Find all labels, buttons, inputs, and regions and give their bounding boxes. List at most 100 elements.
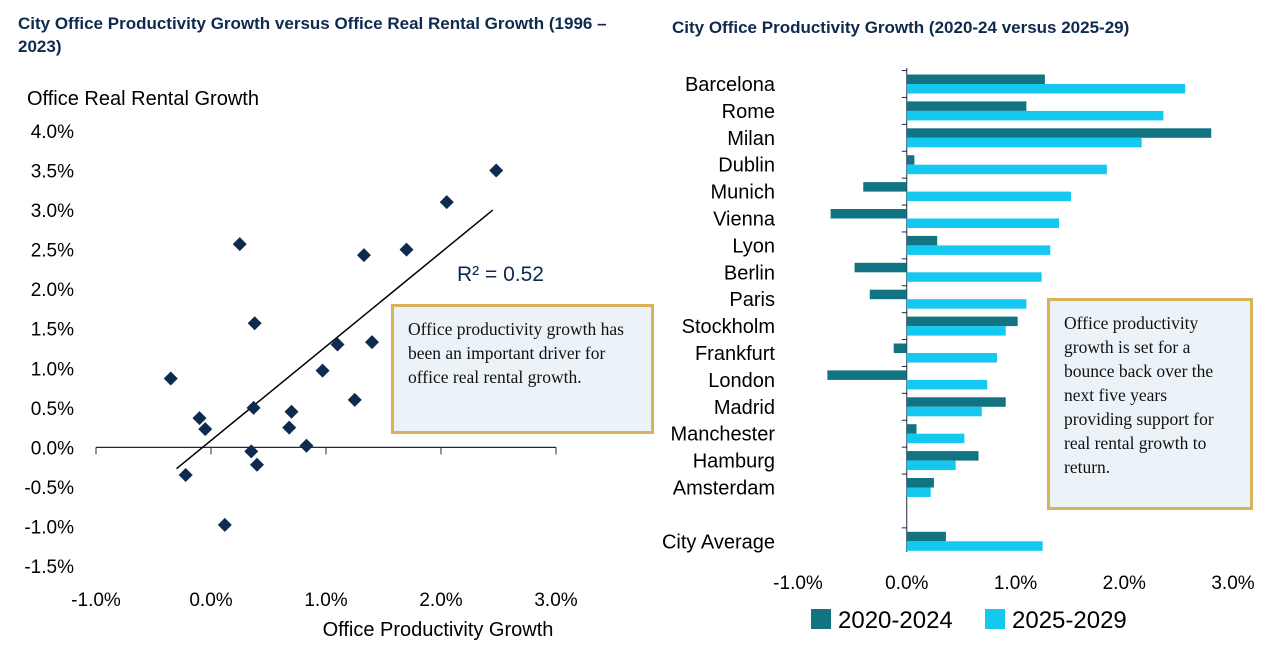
- bar-2025-2029: [906, 84, 1186, 94]
- y-tick-label: -1.5%: [24, 557, 74, 578]
- y-tick-label: 3.0%: [31, 201, 74, 222]
- right-chart-title: City Office Productivity Growth (2020-24…: [672, 18, 1130, 37]
- trendline: [176, 209, 494, 470]
- scatter-point: [347, 392, 362, 407]
- bar-2020-2024: [893, 343, 907, 353]
- bar-2020-2024: [906, 155, 915, 165]
- category-label: Stockholm: [682, 316, 775, 338]
- scatter-point: [217, 517, 232, 532]
- y-tick-label: 0.5%: [31, 399, 74, 420]
- scatter-point: [244, 444, 259, 459]
- scatter-point: [489, 163, 504, 178]
- scatter-chart: Office Real Rental Growth Office Producti…: [24, 88, 577, 641]
- scatter-point: [399, 242, 414, 257]
- category-label: Munich: [711, 182, 775, 204]
- bar-2020-2024: [863, 182, 907, 192]
- bar-2025-2029: [906, 379, 988, 390]
- x-tick-label: 2.0%: [419, 590, 462, 611]
- bar-2025-2029: [906, 299, 1027, 309]
- scatter-point: [356, 248, 371, 263]
- x-tick-label: 0.0%: [885, 573, 928, 594]
- bar-2025-2029: [906, 406, 982, 417]
- category-label: Lyon: [732, 235, 775, 257]
- y-tick-label: -0.5%: [24, 478, 74, 499]
- legend-swatch: [811, 609, 831, 629]
- y-tick-label: -1.0%: [24, 517, 74, 538]
- scatter-point: [247, 316, 262, 331]
- bar-2020-2024: [906, 235, 938, 246]
- bar-2025-2029: [906, 245, 1051, 255]
- left-callout-box: Office productivity growth has been an i…: [391, 304, 654, 434]
- bar-2025-2029: [906, 433, 965, 444]
- y-tick-label: 3.5%: [31, 162, 74, 183]
- category-label: Madrid: [714, 397, 775, 419]
- left-chart-title: City Office Productivity Growth versus O…: [18, 14, 607, 56]
- bar-2020-2024: [830, 209, 907, 219]
- category-label: Manchester: [671, 424, 776, 446]
- y-tick-label: 2.5%: [31, 241, 74, 262]
- category-label: Barcelona: [685, 74, 776, 96]
- bar-2025-2029: [906, 272, 1042, 282]
- bar-2025-2029: [906, 110, 1164, 121]
- x-tick-label: 0.0%: [189, 590, 232, 611]
- bar-2025-2029: [906, 487, 931, 497]
- right-callout-box: Office productivity growth is set for a …: [1047, 298, 1253, 510]
- x-tick-label: 1.0%: [994, 573, 1037, 594]
- scatter-point: [163, 371, 178, 386]
- scatter-point: [198, 422, 213, 437]
- category-label: Paris: [729, 289, 775, 311]
- bar-2025-2029: [906, 191, 1071, 202]
- category-label: Milan: [727, 128, 775, 150]
- category-label: Vienna: [713, 209, 776, 231]
- category-label: Hamburg: [693, 451, 775, 473]
- scatter-point: [439, 195, 454, 210]
- x-axis-title: Office Productivity Growth: [323, 619, 554, 641]
- bar-2020-2024: [827, 370, 907, 380]
- r-squared-label: R² = 0.52: [457, 263, 544, 286]
- scatter-point: [284, 404, 299, 419]
- x-tick-label: 3.0%: [534, 590, 577, 611]
- scatter-point: [178, 468, 193, 483]
- bar-2020-2024: [906, 101, 1027, 111]
- category-label: Dublin: [718, 155, 775, 177]
- bar-chart: Barcelona Rome Milan Dublin Munich Vienna Lyon…: [662, 68, 1255, 634]
- bar-2020-2024: [906, 316, 1018, 327]
- scatter-point: [282, 420, 297, 435]
- y-tick-label: 4.0%: [31, 122, 74, 143]
- legend-label: 2020-2024: [838, 607, 953, 634]
- scatter-point: [192, 411, 207, 426]
- y-axis-title: Office Real Rental Growth: [27, 88, 259, 110]
- bar-2025-2029: [906, 541, 1043, 551]
- bar-2025-2029: [906, 326, 1006, 336]
- bar-2020-2024: [906, 451, 979, 461]
- scatter-point: [330, 337, 345, 352]
- bar-2020-2024: [869, 289, 907, 300]
- bar-2025-2029: [906, 164, 1107, 175]
- y-tick-label: 1.5%: [31, 320, 74, 341]
- y-tick-label: 2.0%: [31, 280, 74, 301]
- x-tick-label: -1.0%: [773, 573, 823, 594]
- scatter-point: [246, 400, 261, 415]
- legend-label: 2025-2029: [1012, 607, 1127, 634]
- category-label: London: [708, 370, 775, 392]
- scatter-point: [232, 237, 247, 252]
- bar-2025-2029: [906, 353, 998, 363]
- y-tick-label: 1.0%: [31, 359, 74, 380]
- category-label: Rome: [722, 101, 775, 123]
- bar-2020-2024: [906, 531, 946, 542]
- category-label: City Average: [662, 531, 775, 553]
- bar-2020-2024: [906, 397, 1006, 407]
- scatter-point: [365, 335, 379, 350]
- x-tick-label: -1.0%: [71, 590, 121, 611]
- x-tick-label: 1.0%: [304, 590, 347, 611]
- bar-2025-2029: [906, 460, 956, 471]
- y-tick-label: 0.0%: [31, 438, 74, 459]
- scatter-point: [299, 438, 314, 453]
- category-label: Amsterdam: [673, 478, 775, 500]
- bar-2025-2029: [906, 218, 1059, 228]
- bar-2020-2024: [854, 262, 907, 273]
- bar-2020-2024: [906, 424, 917, 434]
- scatter-point: [250, 457, 264, 472]
- bar-2020-2024: [906, 478, 934, 488]
